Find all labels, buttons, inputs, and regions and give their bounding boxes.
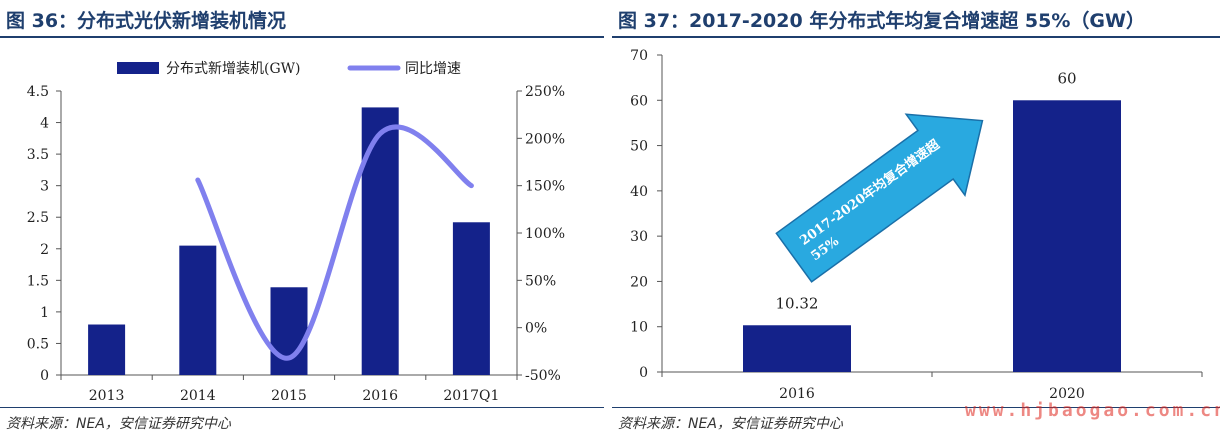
y-tick-label: 2.5 — [27, 210, 49, 226]
legend-bar-label: 分布式新增装机(GW) — [166, 61, 301, 77]
x-tick-label: 2013 — [89, 388, 125, 404]
bar-installed-2014 — [179, 245, 217, 375]
watermark: www.hjbaogao.com.cn — [965, 400, 1220, 421]
y-tick-label: 50 — [630, 139, 648, 155]
x-tick-label: 2017Q1 — [443, 388, 499, 404]
y2-tick-label: 150% — [525, 179, 565, 195]
y-tick-label: 0.5 — [27, 336, 49, 352]
legend-line-label: 同比增速 — [405, 61, 461, 77]
y2-tick-label: 0% — [525, 321, 547, 337]
bar-2020 — [1013, 100, 1121, 373]
left-title-rule — [0, 36, 604, 38]
right-panel: 图 37：2017-2020 年分布式年均复合增速超 55%（GW） 0 10 20… — [612, 0, 1220, 440]
x-tick-label: 2020 — [1049, 386, 1085, 402]
left-source-rule — [0, 407, 604, 408]
y-tick-label: 0 — [639, 365, 648, 381]
left-panel: 图 36：分布式光伏新增装机情况 0 0.5 1 1.5 2 2.5 3 3.5 4 4.5 -50… — [0, 0, 604, 440]
y-tick-label: 40 — [630, 184, 648, 200]
bar-installed-2017Q1 — [452, 222, 490, 375]
growth-arrow-shape — [775, 113, 984, 283]
legend-bar-swatch — [117, 62, 159, 74]
y-tick-label: 0 — [40, 368, 49, 384]
y-tick-label: 30 — [630, 229, 648, 245]
line-yoy-growth — [195, 124, 474, 361]
right-chart-title: 图 37：2017-2020 年分布式年均复合增速超 55%（GW） — [618, 10, 1145, 32]
y-tick-label: 3 — [40, 179, 49, 195]
y-tick-label: 3.5 — [27, 147, 49, 163]
y2-tick-label: 200% — [525, 131, 565, 147]
bar-installed-2013 — [88, 324, 126, 375]
y-tick-label: 2 — [40, 242, 49, 258]
x-tick-label: 2016 — [779, 386, 815, 402]
bar-installed-2015 — [270, 287, 308, 375]
left-chart: 0 0.5 1 1.5 2 2.5 3 3.5 4 4.5 -50% 0% 50% 100% 150% 200… — [27, 61, 565, 404]
right-chart: 0 10 20 30 40 50 60 70 2016 2020 10.32 60 2017-2020年… — [630, 48, 1203, 402]
y-tick-label: 1.5 — [27, 273, 49, 289]
right-title-rule — [612, 36, 1220, 38]
x-tick-label: 2015 — [271, 388, 307, 404]
bar-2016 — [743, 325, 851, 372]
right-source-rule — [612, 407, 1220, 408]
bar-value-label: 10.32 — [776, 294, 819, 312]
y2-tick-label: 100% — [525, 226, 565, 242]
right-source-note: 资料来源：NEA，安信证券研究中心 — [618, 416, 843, 432]
y-tick-label: 10 — [630, 320, 648, 336]
y-tick-label: 4.5 — [27, 84, 49, 100]
bar-installed-2016 — [361, 107, 399, 376]
left-chart-title: 图 36：分布式光伏新增装机情况 — [6, 10, 287, 32]
y-tick-label: 70 — [630, 48, 648, 64]
y-tick-label: 20 — [630, 274, 648, 290]
bar-value-label: 60 — [1057, 69, 1076, 87]
x-tick-label: 2014 — [180, 388, 216, 404]
y2-tick-label: 50% — [525, 273, 556, 289]
left-source-note: 资料来源：NEA，安信证券研究中心 — [6, 416, 231, 432]
x-tick-label: 2016 — [362, 388, 398, 404]
y-tick-label: 4 — [40, 116, 49, 132]
y-tick-label: 60 — [630, 93, 648, 109]
y2-tick-label: -50% — [525, 368, 561, 384]
y-tick-label: 1 — [40, 305, 49, 321]
y2-tick-label: 250% — [525, 84, 565, 100]
